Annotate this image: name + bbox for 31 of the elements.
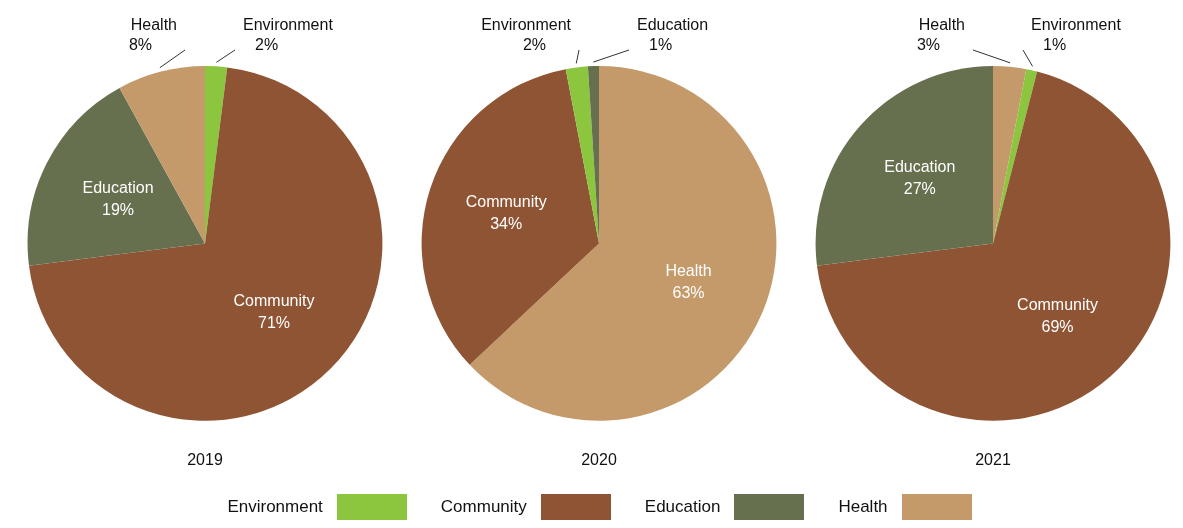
data-label: 71%: [257, 313, 291, 331]
legend-label: Environment: [227, 497, 323, 517]
data-label: 63%: [672, 283, 705, 301]
data-label: 1%: [1043, 36, 1067, 54]
slice-label: Community: [465, 192, 547, 210]
slice-label: Environment: [243, 16, 334, 34]
data-label: 1%: [649, 36, 673, 54]
data-label: 69%: [1041, 317, 1074, 335]
legend-label: Education: [644, 497, 721, 517]
slice-label: Environment: [1031, 16, 1122, 34]
text: 2019: [187, 450, 223, 468]
slice-label: Community: [1017, 295, 1098, 313]
slice-label: Education: [637, 16, 709, 34]
legend-label: Health: [838, 497, 888, 517]
data-label: 27%: [903, 180, 936, 198]
data-label: 8%: [128, 36, 152, 54]
legend-label: Community: [440, 497, 527, 517]
data-label: 2%: [255, 36, 279, 54]
data-label: 34%: [490, 214, 523, 232]
slice-label: Community: [233, 291, 315, 309]
slice-label: Health: [665, 261, 712, 279]
slice-label: Education: [82, 178, 154, 196]
slice-label: Education: [884, 158, 956, 176]
slice-label: Health: [130, 16, 177, 34]
slice-label: Health: [918, 16, 965, 34]
data-label: 2%: [522, 36, 546, 54]
slice-label: Environment: [481, 16, 572, 34]
data-label: 3%: [916, 36, 940, 54]
text: 2021: [975, 450, 1011, 468]
data-label: 19%: [102, 200, 135, 218]
text: 2020: [581, 450, 617, 468]
